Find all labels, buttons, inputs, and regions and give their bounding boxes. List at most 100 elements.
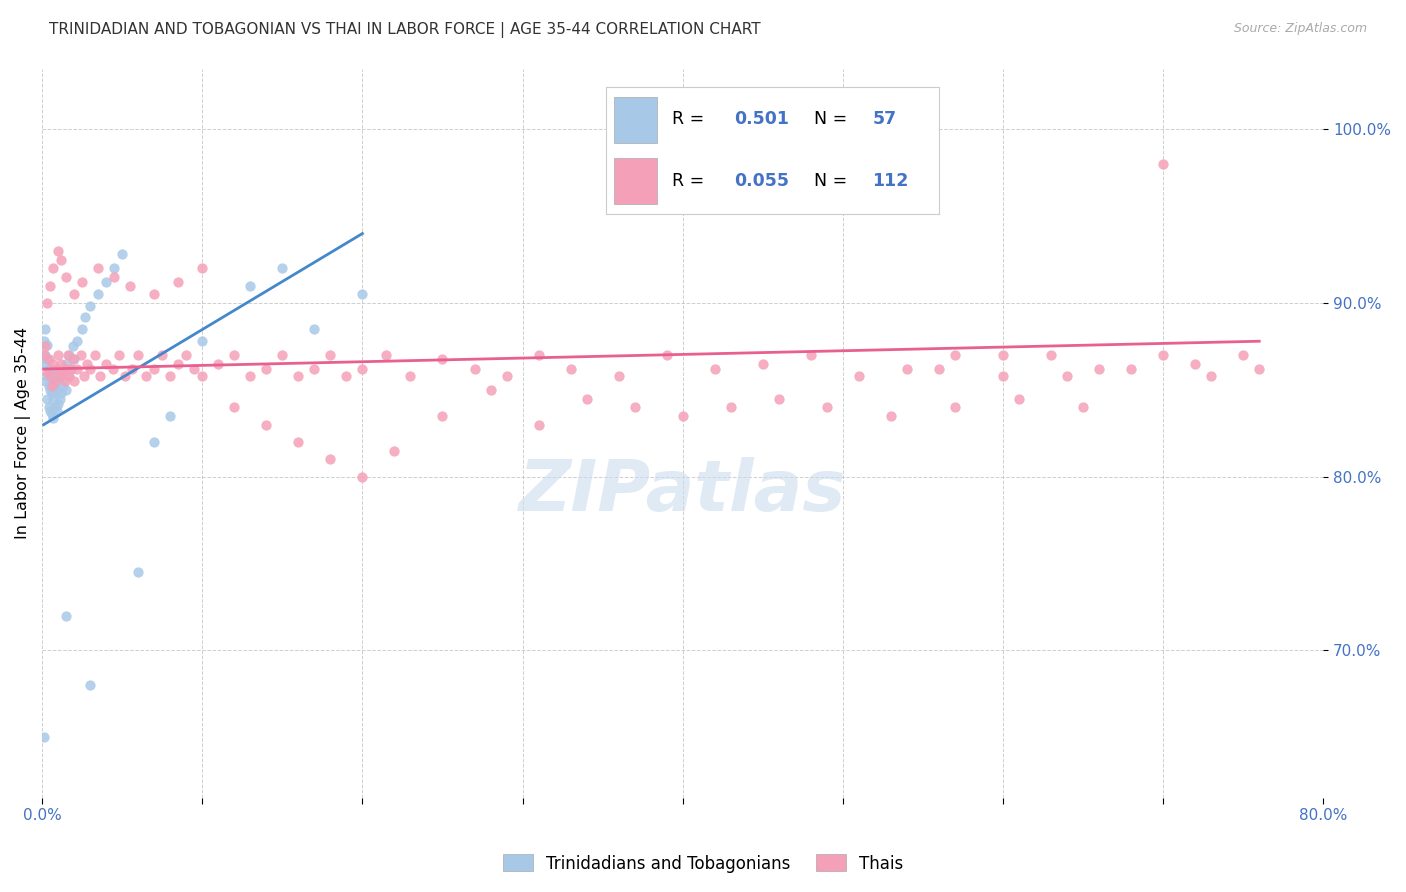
Point xyxy=(239,368,262,383)
Point xyxy=(271,261,294,276)
Point xyxy=(89,368,111,383)
Point xyxy=(287,368,309,383)
Point xyxy=(69,348,91,362)
Point xyxy=(46,374,69,388)
Point xyxy=(39,362,62,376)
Point xyxy=(159,368,181,383)
Point xyxy=(70,275,93,289)
Point xyxy=(655,348,678,362)
Point xyxy=(66,362,89,376)
Point xyxy=(66,334,89,349)
Point xyxy=(38,362,60,376)
Point xyxy=(943,348,966,362)
Point xyxy=(58,368,80,383)
Point xyxy=(880,409,903,423)
Point xyxy=(42,372,65,386)
Point xyxy=(495,368,517,383)
Point xyxy=(254,417,277,432)
Point xyxy=(39,278,62,293)
Point xyxy=(46,397,69,411)
Point xyxy=(114,368,136,383)
Point xyxy=(319,348,342,362)
Point xyxy=(41,379,63,393)
Point xyxy=(191,334,214,349)
Point xyxy=(135,368,157,383)
Point xyxy=(59,362,82,376)
Point xyxy=(58,348,80,362)
Point xyxy=(352,287,374,301)
Point xyxy=(1249,362,1271,376)
Point xyxy=(239,278,262,293)
Point xyxy=(103,269,125,284)
Point xyxy=(623,401,645,415)
Point xyxy=(35,366,58,380)
Point xyxy=(32,334,55,349)
Point xyxy=(463,362,485,376)
Point xyxy=(38,401,60,415)
Point xyxy=(167,357,190,371)
Point xyxy=(143,434,166,449)
Point xyxy=(319,452,342,467)
Point xyxy=(304,322,326,336)
Point xyxy=(1184,357,1206,371)
Point xyxy=(1152,157,1174,171)
Point xyxy=(45,366,67,380)
Point xyxy=(55,362,77,376)
Point xyxy=(42,261,65,276)
Point xyxy=(38,379,60,393)
Point xyxy=(1088,362,1111,376)
Point xyxy=(35,368,58,383)
Point xyxy=(527,417,550,432)
Point xyxy=(62,339,84,353)
Point xyxy=(224,401,246,415)
Point xyxy=(167,275,190,289)
Point xyxy=(51,252,73,267)
Point xyxy=(41,368,63,383)
Point xyxy=(53,362,76,376)
Point xyxy=(159,409,181,423)
Point xyxy=(384,443,406,458)
Point xyxy=(111,247,134,261)
Point xyxy=(35,337,58,351)
Point xyxy=(335,368,357,383)
Point xyxy=(84,348,107,362)
Point xyxy=(52,379,75,393)
Point xyxy=(399,368,422,383)
Point xyxy=(224,348,246,362)
Point xyxy=(34,339,56,353)
Point xyxy=(991,348,1014,362)
Point xyxy=(928,362,950,376)
Point xyxy=(672,409,695,423)
Point xyxy=(51,357,73,371)
Point xyxy=(1199,368,1222,383)
Point xyxy=(108,348,131,362)
Point xyxy=(815,401,838,415)
Point xyxy=(45,403,67,417)
Point xyxy=(41,386,63,401)
Point xyxy=(45,383,67,397)
Point xyxy=(1232,348,1254,362)
Point xyxy=(79,362,101,376)
Point xyxy=(703,362,725,376)
Point xyxy=(73,368,96,383)
Point xyxy=(103,261,125,276)
Point xyxy=(127,566,149,580)
Point xyxy=(56,348,79,362)
Legend: Trinidadians and Tobagonians, Thais: Trinidadians and Tobagonians, Thais xyxy=(496,847,910,880)
Point xyxy=(51,386,73,401)
Point xyxy=(34,322,56,336)
Point xyxy=(207,357,229,371)
Point xyxy=(87,261,110,276)
Point xyxy=(63,287,86,301)
Point xyxy=(46,244,69,258)
Point xyxy=(41,407,63,421)
Point xyxy=(32,348,55,362)
Text: TRINIDADIAN AND TOBAGONIAN VS THAI IN LABOR FORCE | AGE 35-44 CORRELATION CHART: TRINIDADIAN AND TOBAGONIAN VS THAI IN LA… xyxy=(49,22,761,38)
Point xyxy=(44,379,66,393)
Point xyxy=(39,383,62,397)
Point xyxy=(1071,401,1094,415)
Point xyxy=(48,368,70,383)
Point xyxy=(1152,348,1174,362)
Text: ZIPatlas: ZIPatlas xyxy=(519,458,846,526)
Point xyxy=(79,300,101,314)
